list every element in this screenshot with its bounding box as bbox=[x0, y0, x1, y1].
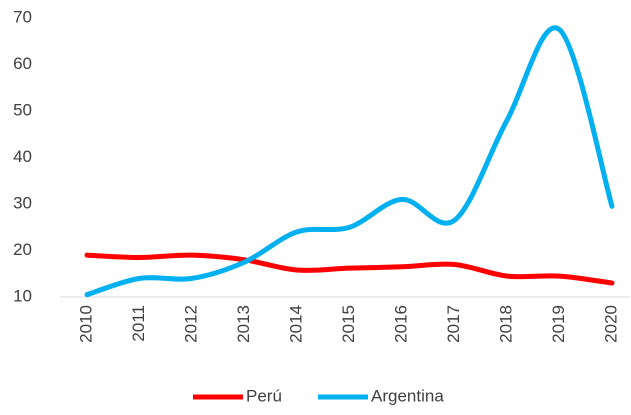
x-tick-label: 2016 bbox=[391, 305, 410, 343]
y-tick-label: 70 bbox=[13, 7, 32, 26]
y-tick-label: 30 bbox=[13, 193, 32, 212]
y-tick-label: 40 bbox=[13, 147, 32, 166]
x-tick-label: 2020 bbox=[601, 305, 620, 343]
line bbox=[84, 252, 615, 286]
legend-label: Perú bbox=[246, 386, 282, 405]
x-tick-label: 2017 bbox=[444, 305, 463, 343]
line bbox=[84, 25, 615, 298]
x-tick-label: 2018 bbox=[496, 305, 515, 343]
y-tick-label: 20 bbox=[13, 240, 32, 259]
x-tick-label: 2014 bbox=[286, 305, 305, 343]
x-tick-label: 2013 bbox=[234, 305, 253, 343]
x-tick-label: 2010 bbox=[76, 305, 95, 343]
y-tick-label: 50 bbox=[13, 100, 32, 119]
x-tick-label: 2011 bbox=[129, 305, 148, 342]
legend-label: Argentina bbox=[371, 386, 444, 405]
y-tick-label: 10 bbox=[13, 286, 32, 305]
x-tick-label: 2015 bbox=[339, 305, 358, 343]
x-tick-label: 2019 bbox=[549, 305, 568, 343]
y-tick-label: 60 bbox=[13, 54, 32, 73]
x-tick-label: 2012 bbox=[181, 305, 200, 343]
